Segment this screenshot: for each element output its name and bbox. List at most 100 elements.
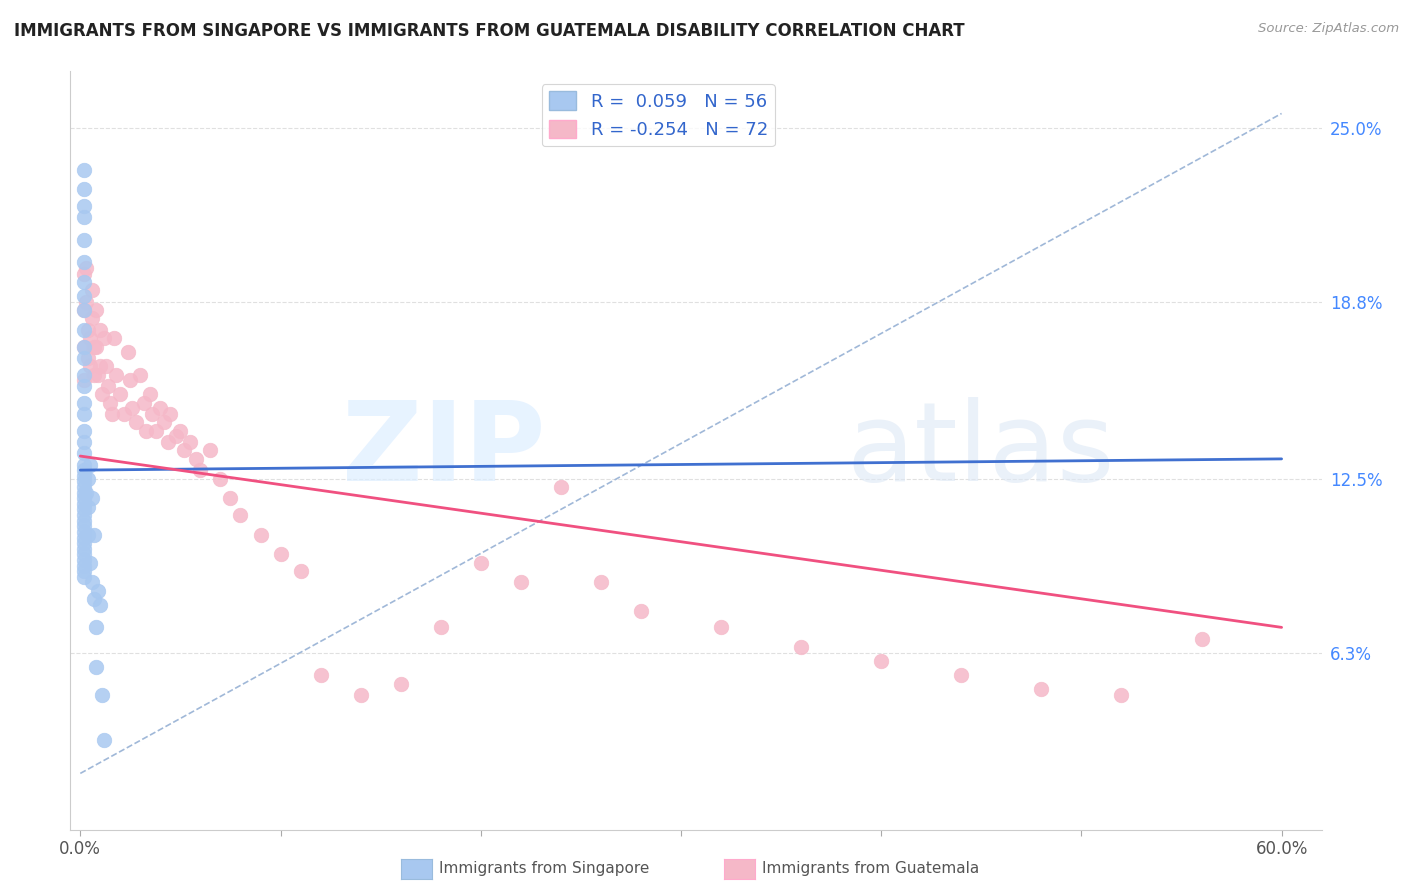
Point	[82, 575, 104, 590]
Point	[73, 531, 96, 545]
Text: atlas: atlas	[846, 397, 1115, 504]
Point	[83, 340, 105, 354]
Point	[73, 446, 96, 460]
Point	[89, 598, 111, 612]
Point	[120, 373, 142, 387]
Point	[79, 458, 101, 472]
Text: Immigrants from Guatemala: Immigrants from Guatemala	[762, 862, 980, 876]
Point	[470, 556, 492, 570]
Point	[165, 429, 187, 443]
Point	[73, 485, 96, 500]
Point	[179, 435, 201, 450]
Point	[86, 303, 108, 318]
Point	[83, 368, 105, 382]
Point	[630, 603, 652, 617]
Point	[82, 311, 104, 326]
Point	[73, 182, 96, 196]
Point	[73, 491, 96, 506]
Point	[98, 395, 121, 409]
Point	[73, 536, 96, 550]
Point	[117, 345, 139, 359]
Point	[73, 547, 96, 561]
Point	[73, 351, 96, 365]
Point	[75, 294, 97, 309]
Point	[950, 668, 973, 682]
Point	[73, 340, 96, 354]
Point	[73, 289, 96, 303]
Text: IMMIGRANTS FROM SINGAPORE VS IMMIGRANTS FROM GUATEMALA DISABILITY CORRELATION CH: IMMIGRANTS FROM SINGAPORE VS IMMIGRANTS …	[14, 22, 965, 40]
Point	[82, 491, 104, 506]
Point	[73, 435, 96, 450]
Point	[73, 519, 96, 533]
Point	[290, 564, 312, 578]
Text: Immigrants from Singapore: Immigrants from Singapore	[439, 862, 650, 876]
Point	[73, 340, 96, 354]
Point	[1111, 688, 1133, 702]
Point	[589, 575, 612, 590]
Point	[73, 373, 96, 387]
Point	[86, 620, 108, 634]
Point	[73, 303, 96, 318]
Point	[91, 688, 114, 702]
Point	[73, 458, 96, 472]
Point	[73, 480, 96, 494]
Point	[1031, 682, 1053, 697]
Point	[73, 564, 96, 578]
Point	[125, 416, 148, 430]
Point	[96, 359, 118, 374]
Point	[73, 199, 96, 213]
Point	[153, 416, 176, 430]
Point	[209, 471, 232, 485]
Point	[77, 471, 100, 485]
Point	[229, 508, 252, 522]
Point	[73, 303, 96, 318]
Point	[79, 331, 101, 345]
Point	[101, 407, 124, 421]
Point	[77, 351, 100, 365]
Point	[73, 323, 96, 337]
Point	[87, 583, 110, 598]
Point	[97, 379, 120, 393]
Point	[77, 527, 100, 541]
Point	[73, 553, 96, 567]
Point	[121, 401, 143, 416]
Point	[73, 395, 96, 409]
Point	[83, 592, 105, 607]
Point	[73, 424, 96, 438]
Point	[73, 275, 96, 289]
Point	[86, 340, 108, 354]
Point	[145, 424, 167, 438]
Point	[73, 463, 96, 477]
Text: ZIP: ZIP	[343, 397, 546, 504]
Point	[135, 424, 157, 438]
Point	[73, 475, 96, 489]
Point	[149, 401, 172, 416]
Point	[82, 284, 104, 298]
Point	[91, 387, 114, 401]
Point	[77, 323, 100, 337]
Point	[112, 407, 135, 421]
Point	[73, 368, 96, 382]
Point	[73, 570, 96, 584]
Point	[73, 468, 96, 483]
Legend: R =  0.059   N = 56, R = -0.254   N = 72: R = 0.059 N = 56, R = -0.254 N = 72	[541, 84, 775, 146]
Point	[73, 502, 96, 516]
Point	[169, 424, 191, 438]
Point	[73, 211, 96, 225]
Point	[129, 368, 152, 382]
Point	[429, 620, 451, 634]
Point	[103, 331, 125, 345]
Point	[790, 640, 813, 654]
Point	[105, 368, 128, 382]
Point	[219, 491, 242, 506]
Point	[134, 395, 156, 409]
Point	[73, 379, 96, 393]
Point	[83, 527, 105, 541]
Point	[200, 443, 222, 458]
Point	[73, 524, 96, 539]
Point	[73, 514, 96, 528]
Point	[349, 688, 371, 702]
Point	[73, 558, 96, 573]
Point	[509, 575, 531, 590]
Point	[73, 497, 96, 511]
